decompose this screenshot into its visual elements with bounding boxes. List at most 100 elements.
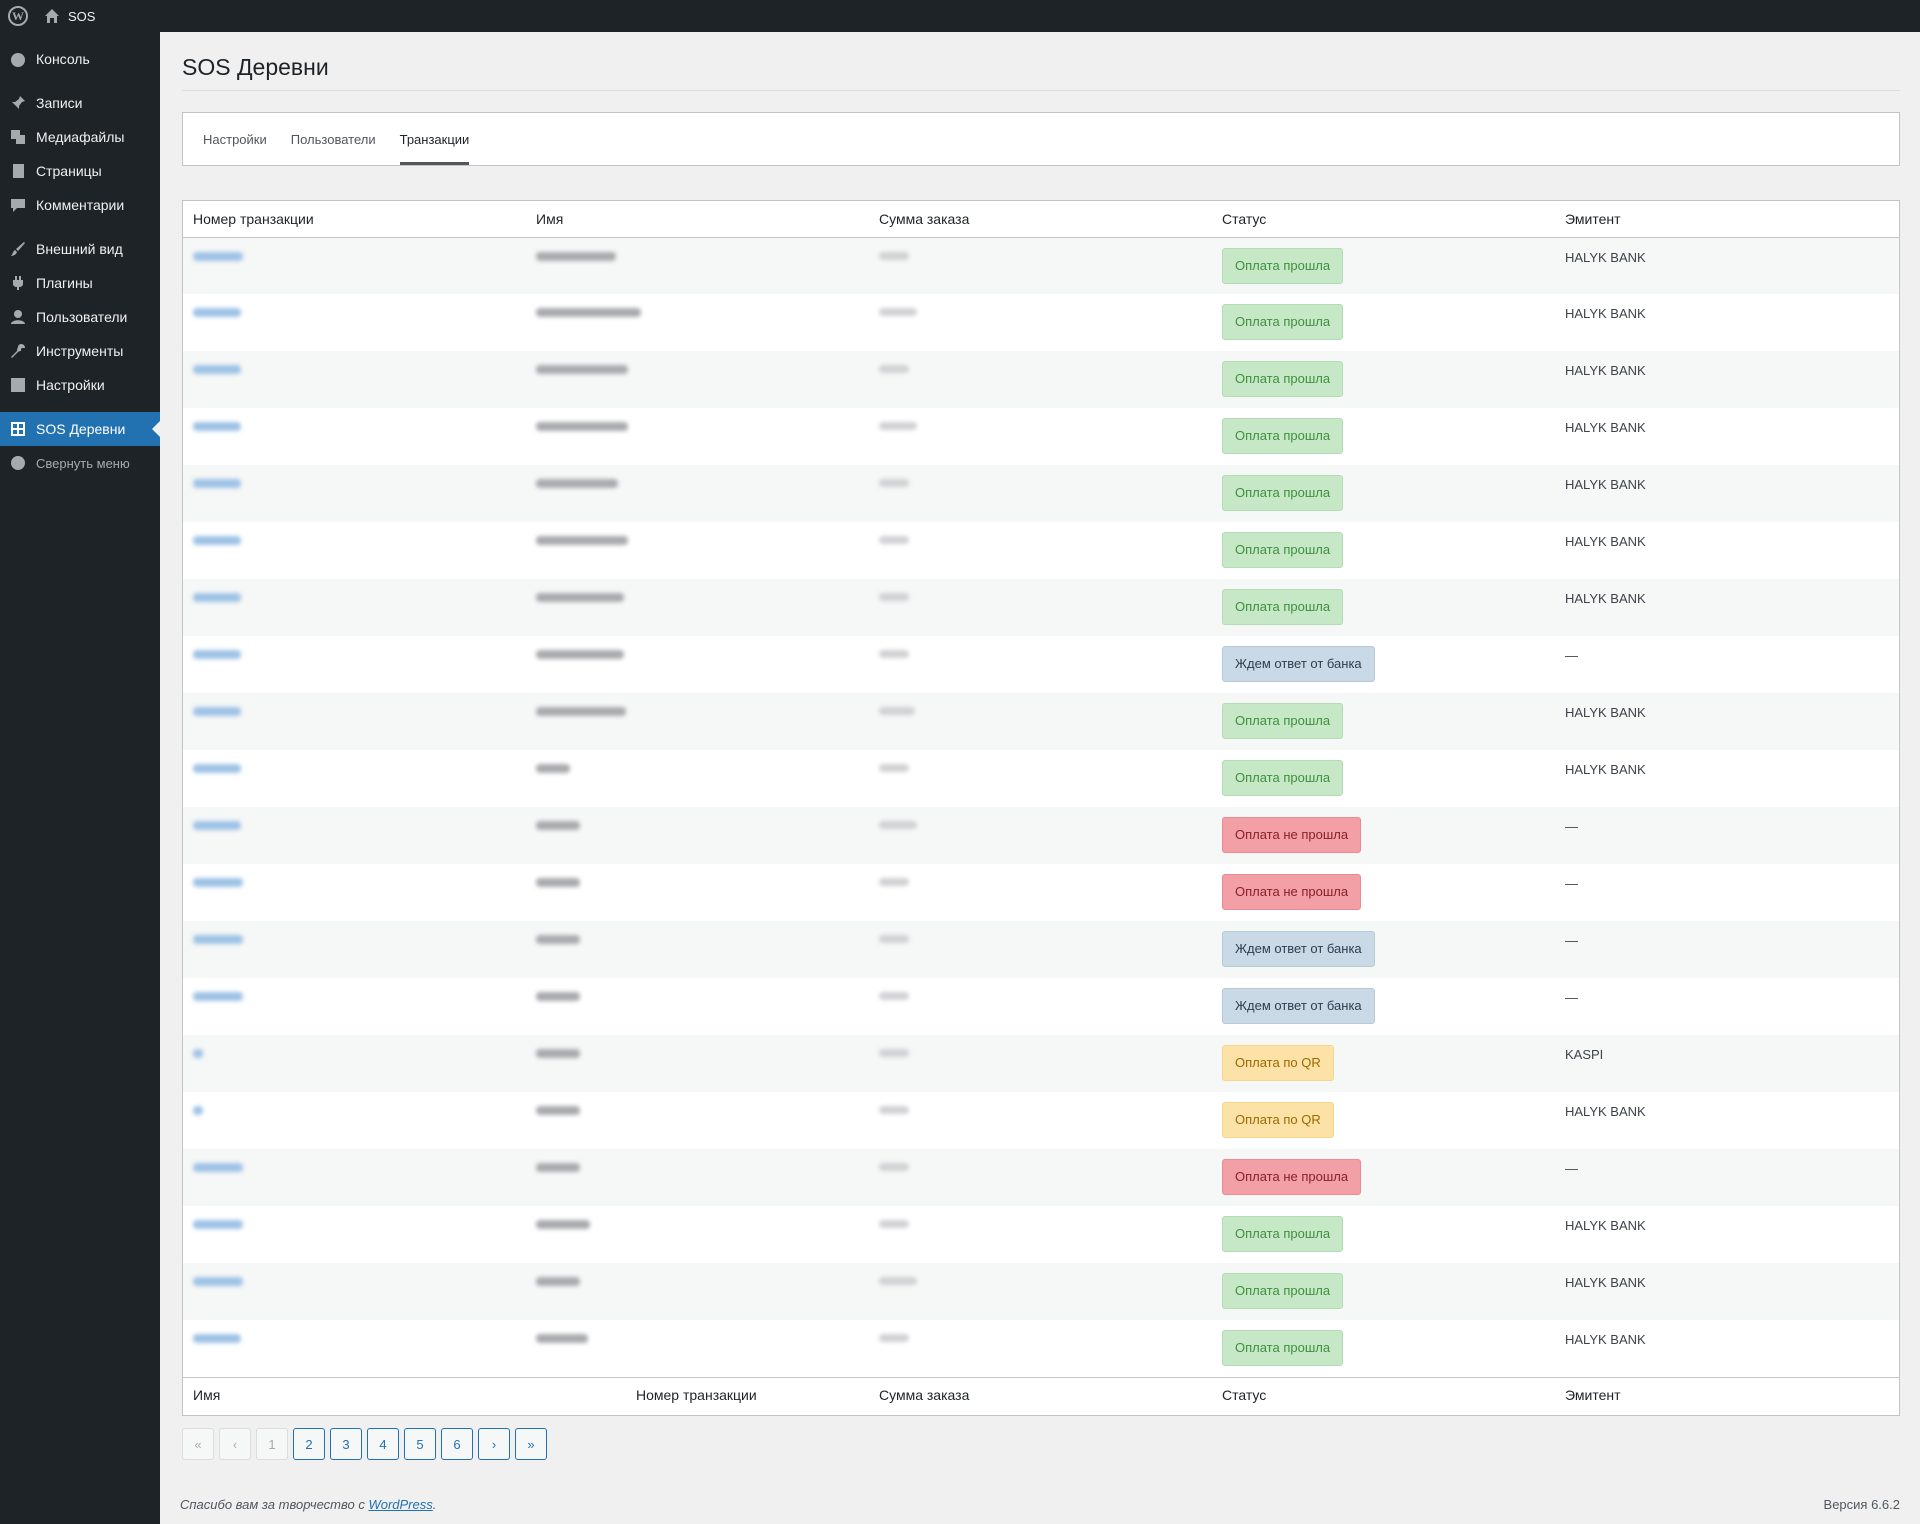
amount-cell [869, 1035, 1212, 1092]
redacted-transaction-link[interactable] [193, 821, 241, 830]
table-row: Оплата прошла HALYK BANK [183, 465, 1899, 522]
status-cell: Оплата прошла [1212, 237, 1555, 294]
transaction-number-cell[interactable] [183, 636, 526, 693]
sidebar-item-label: Медиафайлы [36, 129, 125, 145]
table-row: Оплата прошла HALYK BANK [183, 1206, 1899, 1263]
redacted-transaction-link[interactable] [193, 1049, 203, 1058]
redacted-amount [879, 593, 909, 601]
sidebar-item-settings[interactable]: Настройки [0, 368, 160, 402]
sidebar-item-appearance[interactable]: Внешний вид [0, 232, 160, 266]
redacted-transaction-link[interactable] [193, 308, 241, 317]
transaction-number-cell[interactable] [183, 1092, 526, 1149]
redacted-transaction-link[interactable] [193, 251, 243, 261]
tab-transactions[interactable]: Транзакции [399, 113, 469, 165]
redacted-amount [879, 764, 909, 772]
sidebar-item-comments[interactable]: Комментарии [0, 188, 160, 222]
transaction-number-cell[interactable] [183, 1320, 526, 1377]
redacted-transaction-link[interactable] [193, 536, 241, 545]
transaction-number-cell[interactable] [183, 693, 526, 750]
sidebar-item-label: Страницы [36, 163, 102, 179]
page-5-button[interactable]: 5 [404, 1428, 436, 1460]
header-status[interactable]: Статус [1212, 201, 1555, 238]
sidebar-item-dashboard[interactable]: Консоль [0, 42, 160, 76]
transaction-number-cell[interactable] [183, 750, 526, 807]
sidebar-item-tools[interactable]: Инструменты [0, 334, 160, 368]
table-row: Ждем ответ от банка — [183, 978, 1899, 1035]
name-cell [526, 1149, 869, 1206]
name-cell [526, 864, 869, 921]
redacted-transaction-link[interactable] [193, 1106, 203, 1115]
issuer-name: HALYK BANK [1565, 477, 1646, 492]
transaction-number-cell[interactable] [183, 864, 526, 921]
next-page-button[interactable]: › [478, 1428, 510, 1460]
page-2-button[interactable]: 2 [293, 1428, 325, 1460]
wordpress-logo-icon[interactable]: W [0, 0, 36, 32]
sidebar-item-users[interactable]: Пользователи [0, 300, 160, 334]
transaction-number-cell[interactable] [183, 294, 526, 351]
transaction-number-cell[interactable] [183, 807, 526, 864]
transaction-number-cell[interactable] [183, 351, 526, 408]
wordpress-link[interactable]: WordPress [368, 1497, 433, 1512]
redacted-transaction-link[interactable] [193, 1334, 241, 1343]
table-row: Оплата не прошла — [183, 807, 1899, 864]
tab-settings[interactable]: Настройки [203, 131, 267, 147]
transaction-number-cell[interactable] [183, 237, 526, 294]
transaction-number-cell[interactable] [183, 978, 526, 1035]
redacted-transaction-link[interactable] [193, 764, 241, 773]
transaction-number-cell[interactable] [183, 1149, 526, 1206]
header-transaction-number[interactable]: Номер транзакции [183, 201, 526, 238]
site-name-link[interactable]: SOS [36, 0, 103, 32]
table-row: Оплата прошла HALYK BANK [183, 579, 1899, 636]
redacted-transaction-link[interactable] [193, 1277, 243, 1286]
name-cell [526, 1092, 869, 1149]
status-badge: Оплата прошла [1222, 304, 1344, 340]
sidebar-item-media[interactable]: Медиафайлы [0, 120, 160, 154]
page-title: SOS Деревни [182, 54, 329, 80]
transaction-number-cell[interactable] [183, 522, 526, 579]
status-badge: Оплата прошла [1222, 418, 1344, 454]
redacted-transaction-link[interactable] [193, 422, 241, 431]
redacted-transaction-link[interactable] [193, 479, 241, 488]
sidebar-item-posts[interactable]: Записи [0, 86, 160, 120]
transaction-number-cell[interactable] [183, 1263, 526, 1320]
transaction-number-cell[interactable] [183, 579, 526, 636]
header-issuer[interactable]: Эмитент [1555, 201, 1899, 238]
amount-cell [869, 1092, 1212, 1149]
footer-status: Статус [1212, 1376, 1555, 1413]
last-page-button[interactable]: » [515, 1428, 547, 1460]
sidebar-item-label: Настройки [36, 377, 105, 393]
sidebar-item-label: SOS Деревни [36, 421, 126, 437]
sidebar-item-sos-villages[interactable]: SOS Деревни [0, 412, 160, 446]
redacted-transaction-link[interactable] [193, 1220, 243, 1229]
header-name[interactable]: Имя [526, 201, 869, 238]
redacted-transaction-link[interactable] [193, 992, 243, 1001]
sidebar-item-plugins[interactable]: Плагины [0, 266, 160, 300]
issuer-name: HALYK BANK [1565, 1275, 1646, 1290]
collapse-menu-button[interactable]: Свернуть меню [0, 446, 160, 480]
tab-users[interactable]: Пользователи [290, 131, 376, 147]
redacted-transaction-link[interactable] [193, 650, 241, 659]
header-order-amount[interactable]: Сумма заказа [869, 201, 1212, 238]
issuer-name: HALYK BANK [1565, 1332, 1646, 1347]
redacted-transaction-link[interactable] [193, 935, 243, 944]
redacted-name [536, 764, 570, 773]
status-cell: Оплата не прошла [1212, 864, 1555, 921]
page-4-button[interactable]: 4 [367, 1428, 399, 1460]
issuer-name: — [1565, 648, 1578, 663]
redacted-transaction-link[interactable] [193, 878, 243, 887]
transaction-number-cell[interactable] [183, 1035, 526, 1092]
status-cell: Оплата прошла [1212, 750, 1555, 807]
page-3-button[interactable]: 3 [330, 1428, 362, 1460]
site-name: SOS [68, 8, 96, 24]
transaction-number-cell[interactable] [183, 1206, 526, 1263]
page-6-button[interactable]: 6 [441, 1428, 473, 1460]
redacted-transaction-link[interactable] [193, 1163, 243, 1172]
redacted-transaction-link[interactable] [193, 365, 241, 374]
transaction-number-cell[interactable] [183, 465, 526, 522]
redacted-transaction-link[interactable] [193, 593, 241, 602]
redacted-transaction-link[interactable] [193, 707, 241, 716]
transaction-number-cell[interactable] [183, 921, 526, 978]
sidebar-item-pages[interactable]: Страницы [0, 154, 160, 188]
transaction-number-cell[interactable] [183, 408, 526, 465]
transactions-table: Номер транзакции Имя Сумма заказа Статус… [182, 200, 1900, 1416]
